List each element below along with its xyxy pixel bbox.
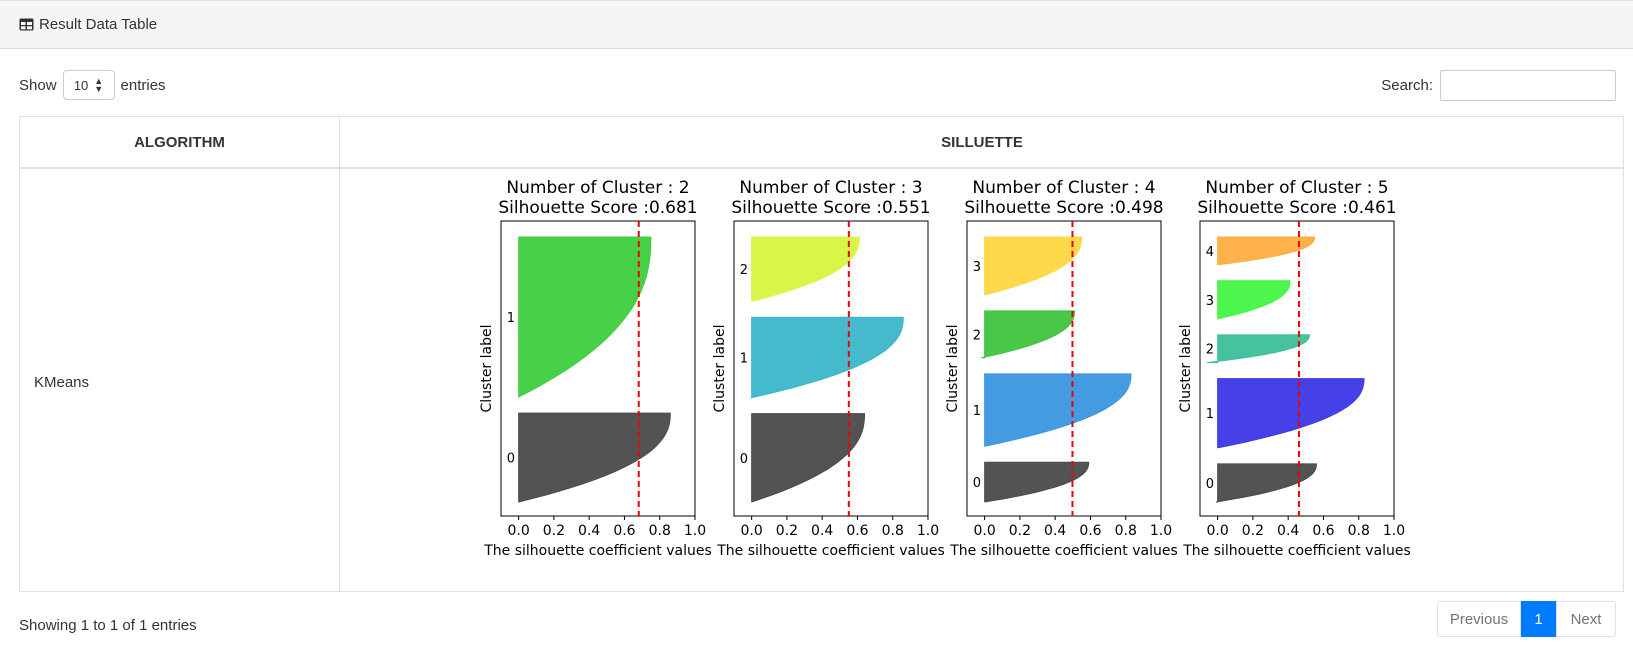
x-tick-label: 0.0 xyxy=(741,523,763,539)
table-icon xyxy=(19,18,34,31)
cluster-label: 2 xyxy=(973,328,981,343)
x-tick-label: 0.6 xyxy=(846,523,868,539)
silhouette-cluster-1 xyxy=(1217,378,1365,449)
silhouette-cluster-3 xyxy=(984,236,1083,296)
x-tick-label: 0.4 xyxy=(1044,523,1066,539)
plot-axes xyxy=(733,220,929,517)
previous-page-button[interactable]: Previous xyxy=(1437,601,1521,637)
y-axis-label: Cluster label xyxy=(712,325,728,413)
x-tick-label: 0.8 xyxy=(882,523,904,539)
x-tick-label: 0.6 xyxy=(1312,523,1334,539)
x-tick-label: 0.0 xyxy=(974,523,996,539)
cluster-label: 1 xyxy=(507,311,515,326)
x-tick-label: 0.8 xyxy=(1348,523,1370,539)
cluster-label: 1 xyxy=(740,351,748,366)
next-page-button[interactable]: Next xyxy=(1556,601,1616,637)
silhouette-cluster-3 xyxy=(1216,280,1291,321)
silhouette-cluster-2 xyxy=(980,310,1076,359)
plot-axes xyxy=(500,220,696,517)
plot-subtitle: Silhouette Score :0.551 xyxy=(731,198,930,218)
x-tick-label: 1.0 xyxy=(1150,523,1172,539)
cluster-label: 4 xyxy=(1206,245,1214,260)
plot-subtitle: Silhouette Score :0.681 xyxy=(498,198,697,218)
result-table: ALGORITHM SILLUETTE KMeans Number of Clu… xyxy=(19,116,1624,592)
x-tick-label: 0.0 xyxy=(508,523,530,539)
cluster-label: 0 xyxy=(740,452,748,467)
x-tick-label: 0.2 xyxy=(776,523,798,539)
cluster-label: 2 xyxy=(1206,343,1214,358)
cluster-label: 1 xyxy=(973,404,981,419)
plot-title: Number of Cluster : 2 xyxy=(506,178,689,198)
silhouette-cluster-2 xyxy=(751,236,860,302)
silhouette-cluster-1 xyxy=(750,316,904,399)
cluster-label: 0 xyxy=(973,476,981,491)
silhouette-cluster-1 xyxy=(518,236,652,398)
table-info: Showing 1 to 1 of 1 entries xyxy=(19,617,197,634)
cluster-label: 2 xyxy=(740,263,748,278)
plot-subtitle: Silhouette Score :0.461 xyxy=(1197,198,1396,218)
x-tick-label: 0.8 xyxy=(649,523,671,539)
x-tick-label: 0.2 xyxy=(543,523,565,539)
x-axis-label: The silhouette coefficient values xyxy=(949,543,1178,559)
x-axis-label: The silhouette coefficient values xyxy=(716,543,945,559)
y-axis-label: Cluster label xyxy=(479,325,495,413)
card-title-text: Result Data Table xyxy=(39,16,158,33)
sort-caret-icon: ▲ ▼ xyxy=(94,76,104,94)
entries-label: entries xyxy=(120,76,166,94)
x-tick-label: 0.4 xyxy=(578,523,600,539)
entries-select-value: 10 xyxy=(73,77,89,93)
x-tick-label: 1.0 xyxy=(917,523,939,539)
card-title: Result Data Table xyxy=(19,16,157,33)
search-input[interactable] xyxy=(1440,70,1616,101)
column-divider xyxy=(339,169,340,591)
search-label: Search: xyxy=(1381,77,1433,94)
cluster-label: 0 xyxy=(1206,477,1214,492)
plot-title: Number of Cluster : 3 xyxy=(739,178,922,198)
x-axis-label: The silhouette coefficient values xyxy=(1182,543,1410,559)
plot-axes xyxy=(966,220,1162,517)
plot-subtitle: Silhouette Score :0.498 xyxy=(964,198,1163,218)
x-tick-label: 0.2 xyxy=(1242,523,1264,539)
y-axis-label: Cluster label xyxy=(1178,325,1194,413)
header-divider xyxy=(20,167,1623,169)
entries-select[interactable]: 10 ▲ ▼ xyxy=(62,70,115,100)
x-tick-label: 1.0 xyxy=(684,523,706,539)
cluster-label: 3 xyxy=(973,260,981,275)
silhouette-cluster-0 xyxy=(751,413,865,503)
cluster-label: 1 xyxy=(1206,407,1214,422)
x-tick-label: 0.4 xyxy=(811,523,833,539)
plot-axes xyxy=(1199,220,1395,517)
silhouette-cluster-4 xyxy=(1216,236,1316,266)
y-axis-label: Cluster label xyxy=(945,325,961,413)
silhouette-cluster-0 xyxy=(1215,463,1317,503)
table-cell-algorithm: KMeans xyxy=(34,374,90,391)
entries-length-control: Show 10 ▲ ▼ entries xyxy=(19,70,166,100)
x-tick-label: 0.8 xyxy=(1115,523,1137,539)
column-header-algorithm[interactable]: ALGORITHM xyxy=(20,117,340,167)
silhouette-cluster-0 xyxy=(984,461,1090,503)
plot-title: Number of Cluster : 5 xyxy=(1205,178,1388,198)
x-axis-label: The silhouette coefficient values xyxy=(483,543,712,559)
x-tick-label: 1.0 xyxy=(1383,523,1405,539)
silhouette-cluster-0 xyxy=(518,412,671,503)
silhouette-cluster-2 xyxy=(1207,334,1310,364)
column-header-silhouette[interactable]: SILLUETTE xyxy=(941,133,1023,151)
x-tick-label: 0.6 xyxy=(613,523,635,539)
x-tick-label: 0.6 xyxy=(1079,523,1101,539)
search-control: Search: xyxy=(1381,70,1616,101)
x-tick-label: 0.2 xyxy=(1009,523,1031,539)
cluster-label: 0 xyxy=(507,452,515,467)
pagination: Previous 1 Next xyxy=(1437,601,1616,637)
x-tick-label: 0.0 xyxy=(1207,523,1229,539)
x-tick-label: 0.4 xyxy=(1277,523,1299,539)
cluster-label: 3 xyxy=(1206,294,1214,309)
plot-title: Number of Cluster : 4 xyxy=(972,178,1155,198)
page-1-button[interactable]: 1 xyxy=(1521,601,1556,637)
card-header: Result Data Table xyxy=(0,0,1633,49)
silhouette-cluster-1 xyxy=(983,373,1132,448)
show-label: Show xyxy=(19,76,57,94)
